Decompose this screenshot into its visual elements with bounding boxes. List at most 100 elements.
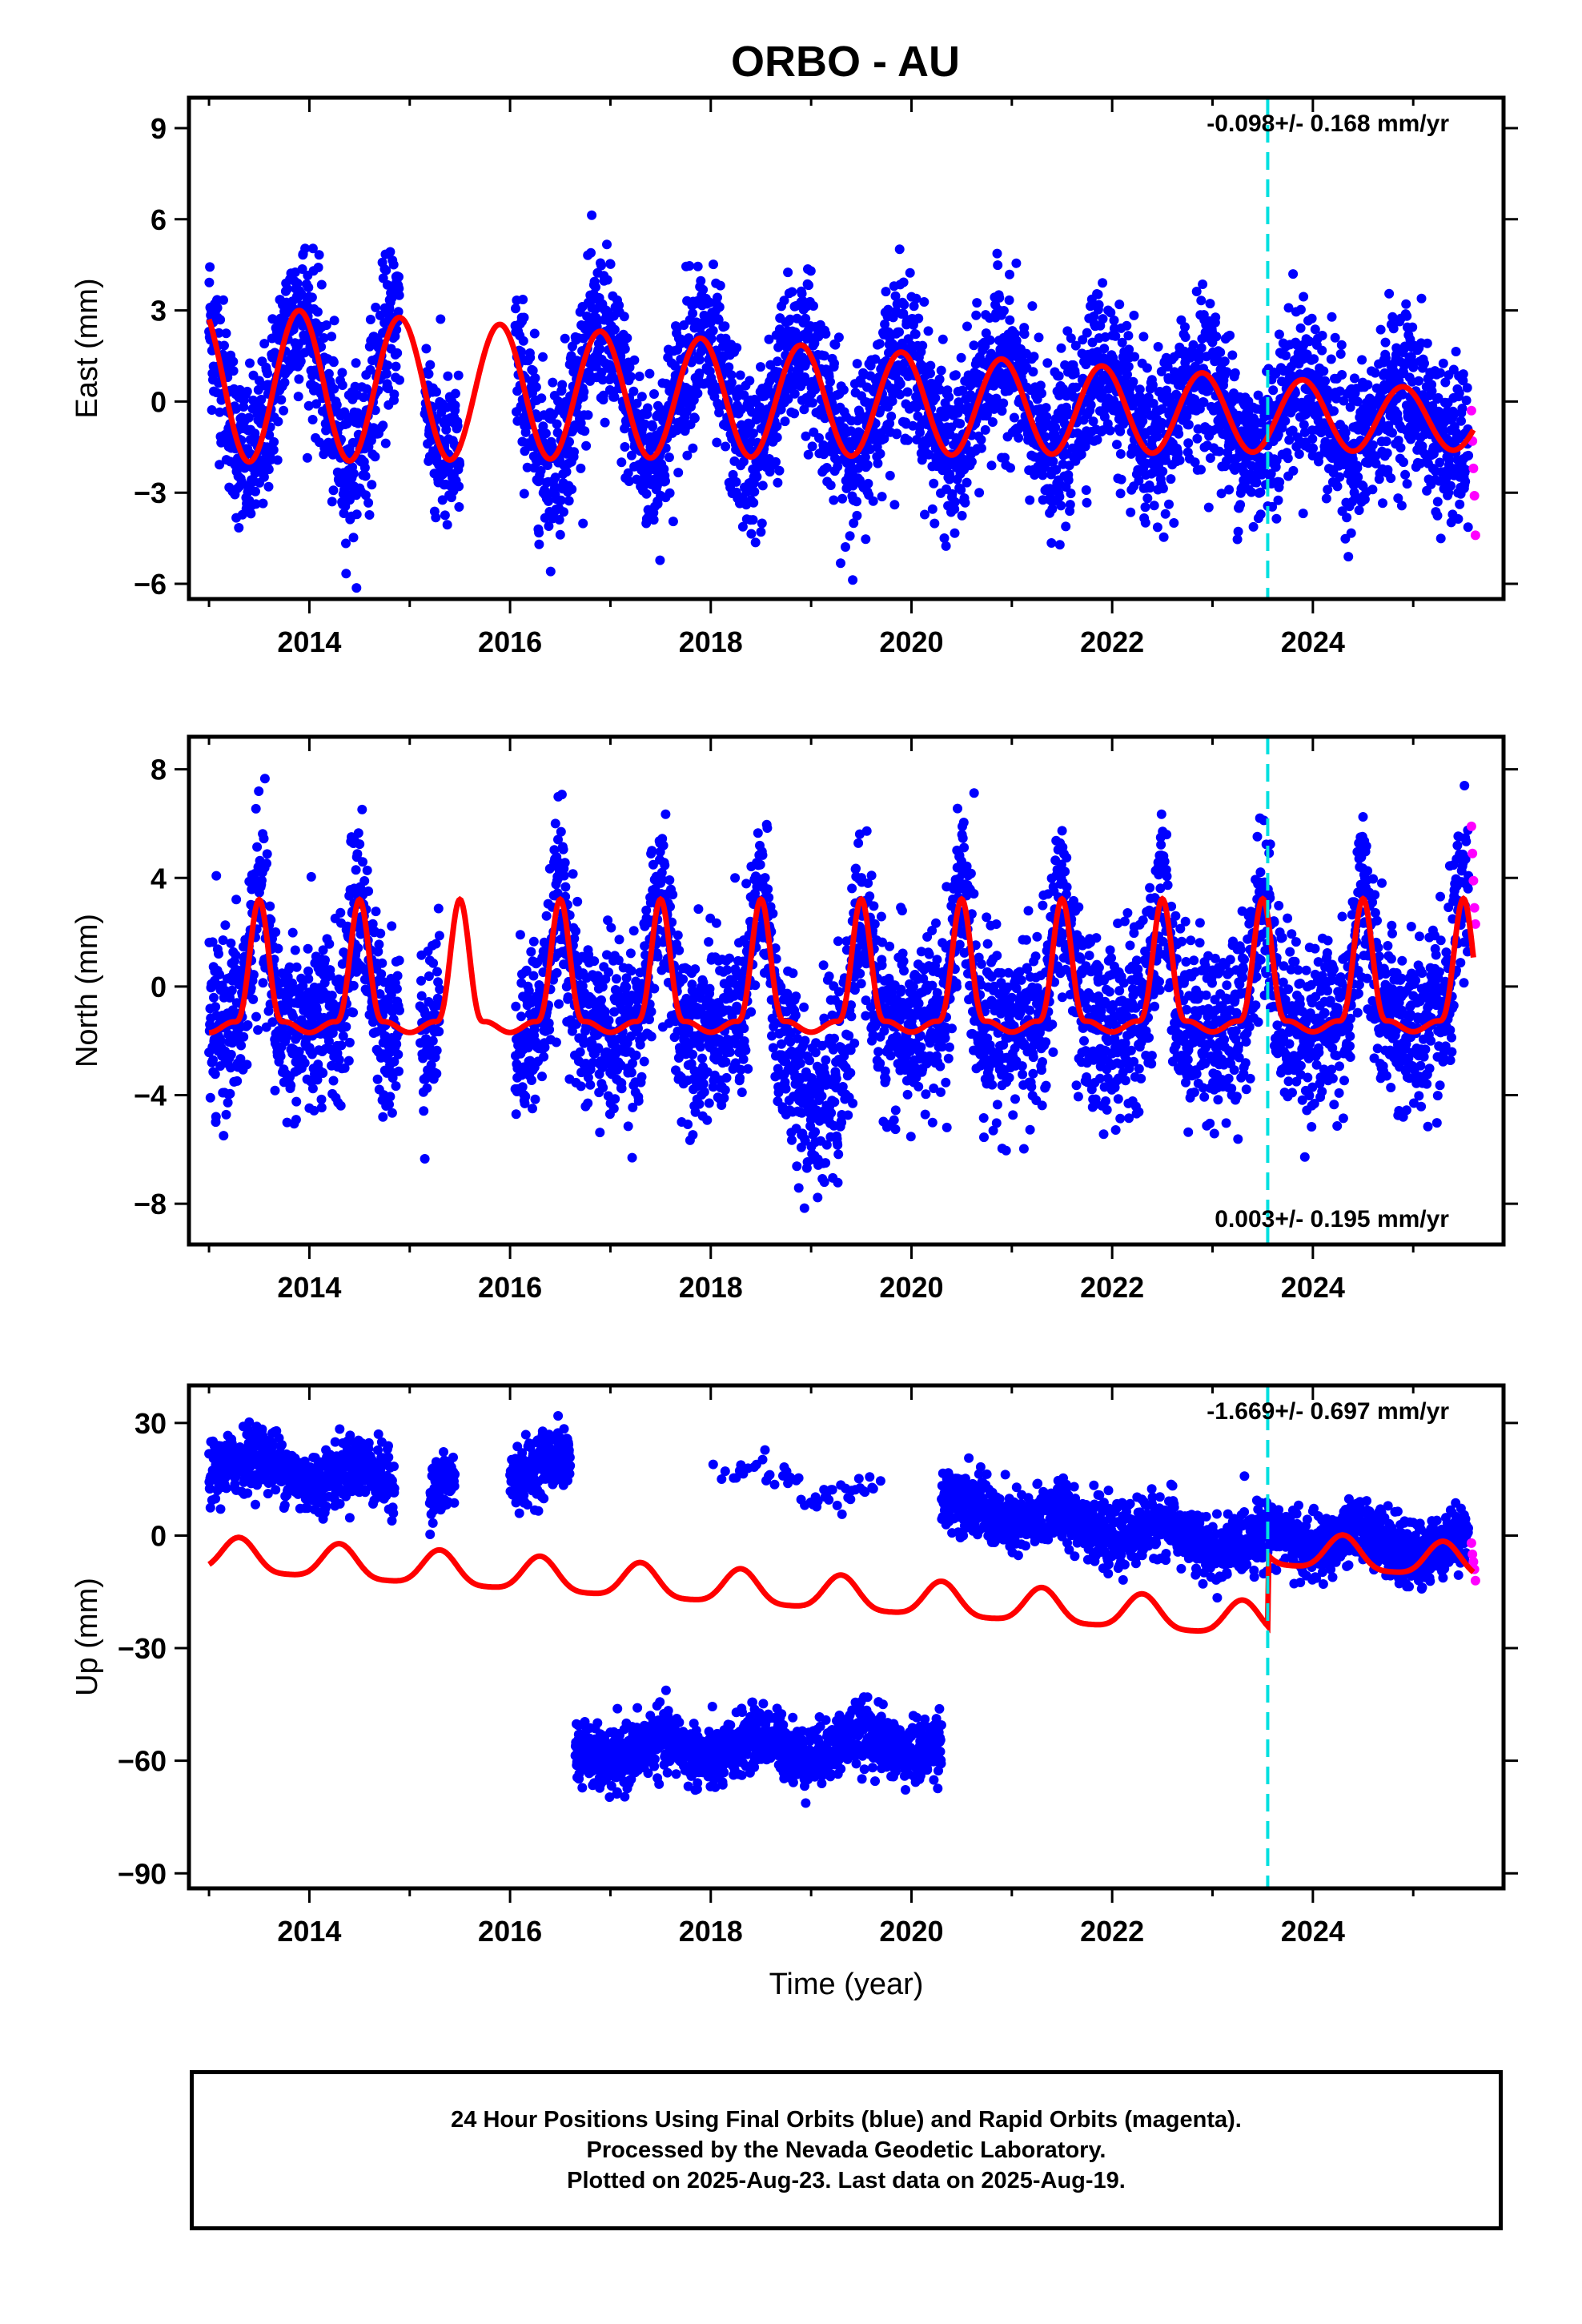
data-point [801,431,811,441]
data-point [596,260,606,271]
data-point [1130,352,1140,362]
data-point [1106,308,1116,318]
data-point [648,421,658,432]
data-point [1005,315,1015,325]
data-point [830,340,841,350]
data-point [380,438,391,448]
data-point [262,858,271,869]
data-point [801,313,811,324]
data-point [518,295,528,304]
data-point [1275,477,1285,487]
data-point [852,359,862,369]
rapid-point [1469,491,1480,501]
data-point [829,495,839,505]
data-point [1192,433,1203,444]
data-point [1407,322,1418,332]
data-point [293,392,303,402]
data-point [1066,333,1076,344]
data-point [820,413,830,424]
data-point [288,1011,298,1021]
data-point [242,386,252,396]
data-point [756,362,765,372]
data-point [980,424,990,435]
data-point [1308,443,1318,453]
data-point [228,356,239,367]
data-point [652,499,663,509]
data-point [1352,463,1363,473]
data-point [887,396,897,406]
data-point [252,842,263,852]
data-point [1098,278,1108,288]
data-point [1227,350,1238,360]
data-point [655,555,665,565]
data-point [640,419,650,429]
data-point [960,497,970,508]
data-point [976,443,986,453]
data-point [936,365,946,376]
data-point [236,1040,247,1051]
data-point [1456,416,1466,426]
data-point [394,1066,404,1076]
data-point [370,452,380,462]
data-point [215,315,226,325]
data-point [971,310,982,320]
data-point [550,472,560,483]
data-point [1461,396,1472,405]
data-point [972,298,982,308]
data-point [215,460,225,470]
data-point [360,490,371,501]
data-point [1098,314,1108,324]
data-point [297,264,307,274]
panel-frame [187,95,1506,601]
data-point [1457,404,1468,413]
data-point [899,300,909,310]
data-point [1034,332,1044,343]
data-point [1046,538,1057,548]
data-point [440,510,450,521]
y-tick-label: −3 [134,476,167,509]
data-point [785,314,795,324]
data-point [1336,340,1347,350]
data-point [323,368,334,379]
data-point [307,1084,318,1094]
data-point [1446,480,1456,491]
data-point [1337,370,1347,380]
data-point [220,920,231,931]
data-point [715,280,725,291]
data-point [1458,369,1468,380]
data-point [311,399,322,409]
data-point [583,410,593,420]
data-point [620,344,630,354]
data-point [1399,457,1408,468]
data-point [861,534,871,545]
data-point [885,470,895,480]
data-point [286,1080,296,1091]
data-point [924,449,934,460]
data-point [1455,499,1465,509]
data-point [1040,432,1050,442]
data-point [556,495,566,505]
data-point [1353,472,1363,482]
data-point [279,405,289,416]
y-tick-label: −6 [134,568,167,601]
data-point [221,1109,231,1120]
data-point [1378,498,1387,509]
data-point [1109,324,1119,334]
data-point [1393,493,1403,504]
data-point [245,358,255,368]
data-point [391,1081,401,1092]
data-point [712,437,722,448]
x-tick-label: 2024 [1281,625,1345,658]
data-point [1134,476,1144,486]
data-point [1255,487,1266,497]
data-point [1157,417,1167,428]
data-point [303,400,314,411]
data-point [941,541,951,551]
data-point [632,398,642,408]
data-point [969,340,979,351]
data-point [841,542,850,552]
data-point [1310,324,1320,335]
data-point [357,804,367,814]
data-point [335,1100,346,1111]
